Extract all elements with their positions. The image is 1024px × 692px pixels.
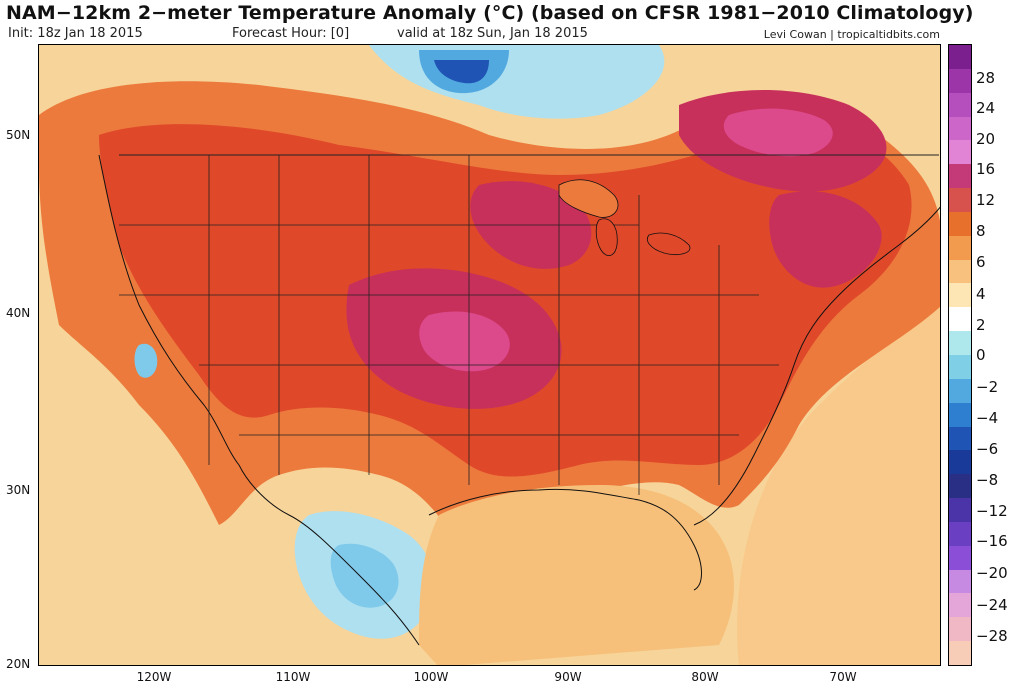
lat-label-40n: 40N [6,306,31,320]
colorbar-tick-label: 24 [976,99,996,117]
lon-label-80w: 80W [691,670,719,684]
colorbar-tick-label: −8 [976,471,999,489]
colorbar-tick-label: 16 [976,160,996,178]
gulf-field [419,485,734,665]
colorbar-segment [949,331,971,355]
colorbar-segment [949,521,971,546]
california-cool-spot [134,343,158,378]
colorbar-segment [949,283,971,308]
colorbar-segment [949,498,971,522]
colorbar-segment [949,569,971,594]
colorbar-segment [949,211,971,236]
colorbar-segment [949,235,971,260]
colorbar-tick-label: −12 [976,502,1008,520]
colorbar-segment [949,92,971,117]
colorbar-segment [949,259,971,284]
forecast-hour: Forecast Hour: [0] [232,26,350,41]
init-time: Init: 18z Jan 18 2015 [8,26,143,41]
lon-label-120w: 120W [136,670,172,684]
colorbar-tick-label: −6 [976,440,999,458]
colorbar-tick-label: 0 [976,346,986,364]
credit-text: Levi Cowan | tropicaltidbits.com [763,28,940,41]
valid-time: valid at 18z Sun, Jan 18 2015 [397,26,588,41]
colorbar-segment [949,378,971,403]
colorbar-tick-label: 20 [976,130,996,148]
canada-cold-core-deep [434,60,489,84]
mexico-cool-core [330,543,399,608]
gulf-coastline [428,488,702,591]
lat-label-50n: 50N [6,128,31,142]
colorbar-segment [949,593,971,618]
colorbar-segment [949,164,971,189]
atlantic-field [39,45,940,665]
state-lines-vertical [208,155,720,495]
colorbar-segment [949,474,971,499]
lat-label-30n: 30N [6,483,31,497]
colorbar-segment [949,307,971,332]
colorbar-tick-label: −4 [976,409,999,427]
colorbar-segment [949,402,971,427]
colorbar-segment [949,188,971,212]
east-coastline [693,206,940,526]
state-lines-horizontal [119,224,779,436]
northeast-hot-core [769,191,882,288]
lake-michigan [595,218,618,256]
colorbar-tick-label: −28 [976,627,1008,645]
anomaly-map [38,44,941,666]
lon-label-110w: 110W [275,670,311,684]
colorbar-tick-label: −24 [976,596,1008,614]
plains-peak-core [419,311,510,372]
colorbar-segment [949,140,971,165]
colorbar-segment [949,450,971,475]
colorbar-tick-label: 2 [976,316,986,334]
anomaly-field [39,45,940,665]
colorbar-segment [949,354,971,379]
colorbar-segment [949,116,971,141]
colorbar-segment [949,426,971,451]
colorbar-segment [949,68,971,93]
colorbar-tick-label: −20 [976,564,1008,582]
lon-label-70w: 70W [829,670,857,684]
colorbar-segment [949,617,971,642]
lon-label-100w: 100W [413,670,449,684]
lake-erie [647,232,691,255]
colorbar-segment [949,545,971,570]
colorbar-tick-label: −16 [976,532,1008,550]
colorbar-tick-label: 8 [976,222,986,240]
colorbar-tick-label: 4 [976,285,986,303]
map-title: NAM−12km 2−meter Temperature Anomaly (°C… [6,2,974,24]
lake-superior [558,179,619,218]
colorbar-segment [949,45,971,69]
lat-label-20n: 20N [6,657,31,671]
colorbar-segment [949,641,971,665]
quebec-peak-core [723,108,833,157]
colorbar-tick-label: 6 [976,253,986,271]
colorbar-tick-label: 12 [976,191,996,209]
west-coastline [98,154,420,646]
lon-label-90w: 90W [554,670,582,684]
colorbar [948,44,972,666]
colorbar-tick-label: −2 [976,378,999,396]
colorbar-tick-label: 28 [976,69,996,87]
